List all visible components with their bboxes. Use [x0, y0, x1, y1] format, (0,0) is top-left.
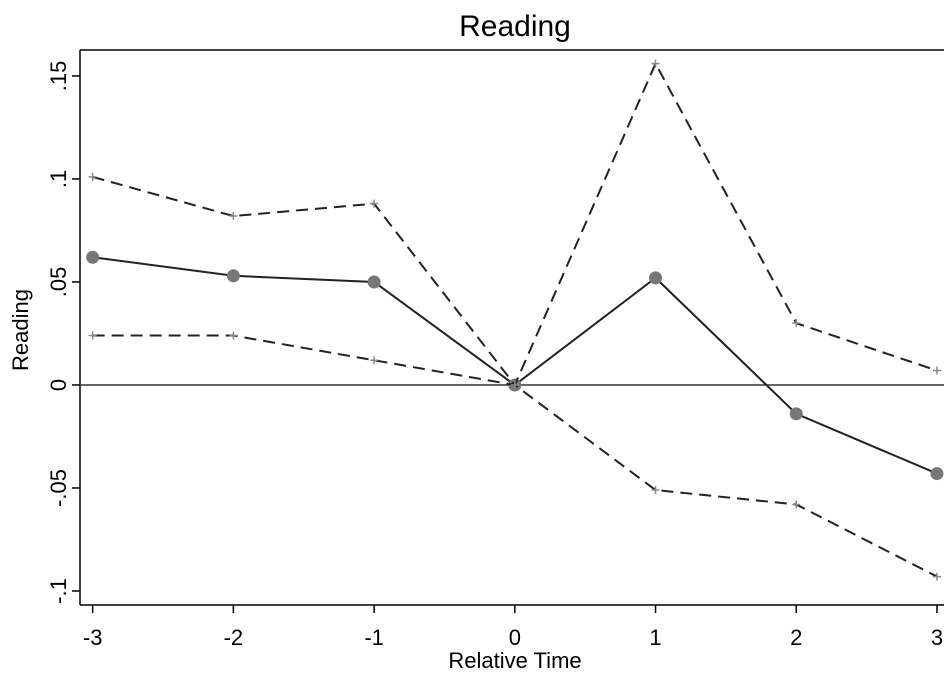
point: [86, 250, 100, 264]
point: [370, 199, 379, 208]
point: [510, 380, 519, 389]
point: [88, 172, 97, 181]
y-tick-label: .1: [46, 170, 71, 188]
y-tick-label: -.05: [46, 469, 71, 507]
point: [932, 572, 941, 581]
y-tick-label: .05: [46, 267, 71, 298]
point: [88, 331, 97, 340]
point: [792, 319, 801, 328]
point: [789, 407, 803, 421]
x-tick-label: 3: [931, 625, 943, 650]
x-tick-label: 1: [649, 625, 661, 650]
x-tick-label: 0: [509, 625, 521, 650]
point: [367, 275, 381, 289]
point: [792, 500, 801, 509]
point: [370, 356, 379, 365]
y-tick-label: .15: [46, 61, 71, 92]
point: [226, 269, 240, 283]
chart-title: Reading: [459, 10, 571, 43]
point: [932, 366, 941, 375]
point: [229, 331, 238, 340]
y-axis-label: Reading: [8, 289, 33, 371]
x-tick-label: 2: [790, 625, 802, 650]
point: [229, 212, 238, 221]
point: [651, 486, 660, 495]
x-axis-label: Relative Time: [448, 648, 581, 673]
x-tick-label: -1: [364, 625, 384, 650]
y-tick-label: 0: [46, 379, 71, 391]
y-tick-label: -.1: [46, 578, 71, 604]
point: [930, 467, 944, 481]
point: [649, 271, 663, 285]
x-tick-label: -2: [224, 625, 244, 650]
point: [651, 59, 660, 68]
x-tick-label: -3: [83, 625, 103, 650]
